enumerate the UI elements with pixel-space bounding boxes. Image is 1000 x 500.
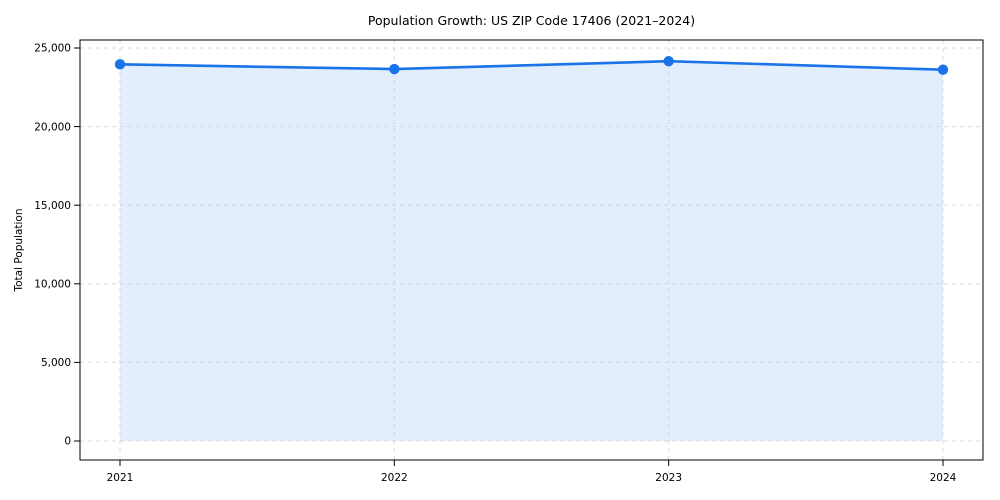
area-fill (120, 61, 943, 441)
x-tick-label: 2023 (655, 472, 682, 484)
x-tick-label: 2021 (107, 472, 134, 484)
y-tick-label: 15,000 (34, 200, 71, 212)
x-tick-label: 2024 (930, 472, 957, 484)
data-point-marker (937, 64, 949, 75)
chart-title: Population Growth: US ZIP Code 17406 (20… (367, 13, 696, 28)
y-tick-label: 0 (64, 436, 71, 448)
x-tick-label: 2022 (381, 472, 408, 484)
data-point-marker (114, 59, 126, 70)
trend-line (118, 59, 945, 71)
y-tick-label: 5,000 (41, 357, 71, 369)
y-tick-label: 25,000 (34, 43, 71, 55)
plot-border (79, 39, 984, 461)
data-point-marker (663, 56, 674, 67)
data-point-marker (389, 63, 400, 75)
y-tick-label: 20,000 (34, 121, 71, 133)
y-tick-label: 10,000 (34, 279, 71, 291)
